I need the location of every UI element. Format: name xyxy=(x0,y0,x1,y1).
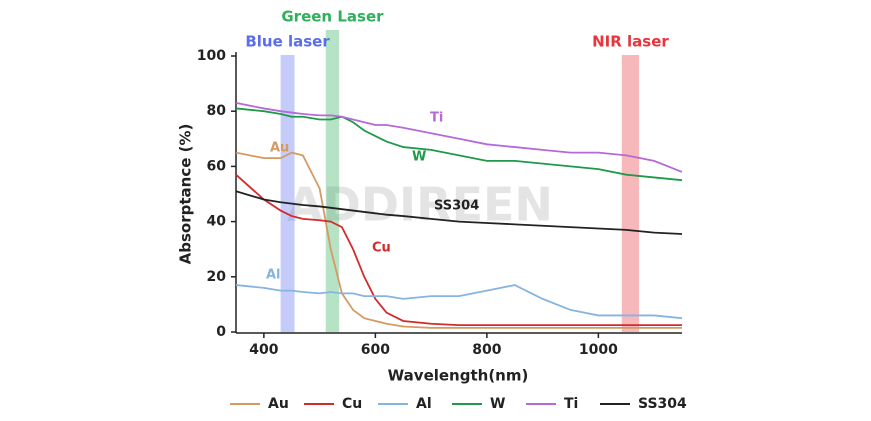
series-label: W xyxy=(412,150,426,165)
y-tick-label: 100 xyxy=(197,48,226,64)
legend-label: W xyxy=(490,396,505,412)
legend-label: Ti xyxy=(564,396,578,412)
series-line xyxy=(235,190,683,235)
legend-label: SS304 xyxy=(638,396,687,412)
x-tick-label: 1000 xyxy=(579,342,618,358)
series-line xyxy=(235,151,682,329)
legend-label: Cu xyxy=(342,396,362,412)
series-line xyxy=(235,174,682,326)
legend-label: Al xyxy=(416,396,432,412)
laser-band xyxy=(280,55,295,332)
series-label: Au xyxy=(270,141,289,156)
legend-label: Au xyxy=(268,396,289,412)
band-label: Blue laser xyxy=(245,33,330,51)
x-tick-label: 600 xyxy=(361,342,390,358)
y-tick-label: 80 xyxy=(207,103,227,119)
y-tick-label: 0 xyxy=(216,324,226,340)
x-tick-label: 800 xyxy=(472,342,501,358)
laser-band xyxy=(621,55,640,332)
series-label: Al xyxy=(266,268,281,283)
series-line xyxy=(235,102,683,173)
series-label: Ti xyxy=(430,111,443,126)
band-label: NIR laser xyxy=(592,33,669,51)
laser-band xyxy=(325,30,340,332)
series-label: SS304 xyxy=(434,199,479,214)
y-tick-label: 40 xyxy=(207,214,227,230)
y-axis-title: Absorptance (%) xyxy=(177,124,195,265)
series-line xyxy=(235,284,683,320)
series-label: Cu xyxy=(372,241,391,256)
x-tick-label: 400 xyxy=(249,342,278,358)
y-tick-label: 60 xyxy=(207,158,227,174)
x-axis-title: Wavelength(nm) xyxy=(388,367,529,385)
band-label: Green Laser xyxy=(281,8,384,26)
y-tick-label: 20 xyxy=(207,269,227,285)
series-line xyxy=(235,107,683,182)
